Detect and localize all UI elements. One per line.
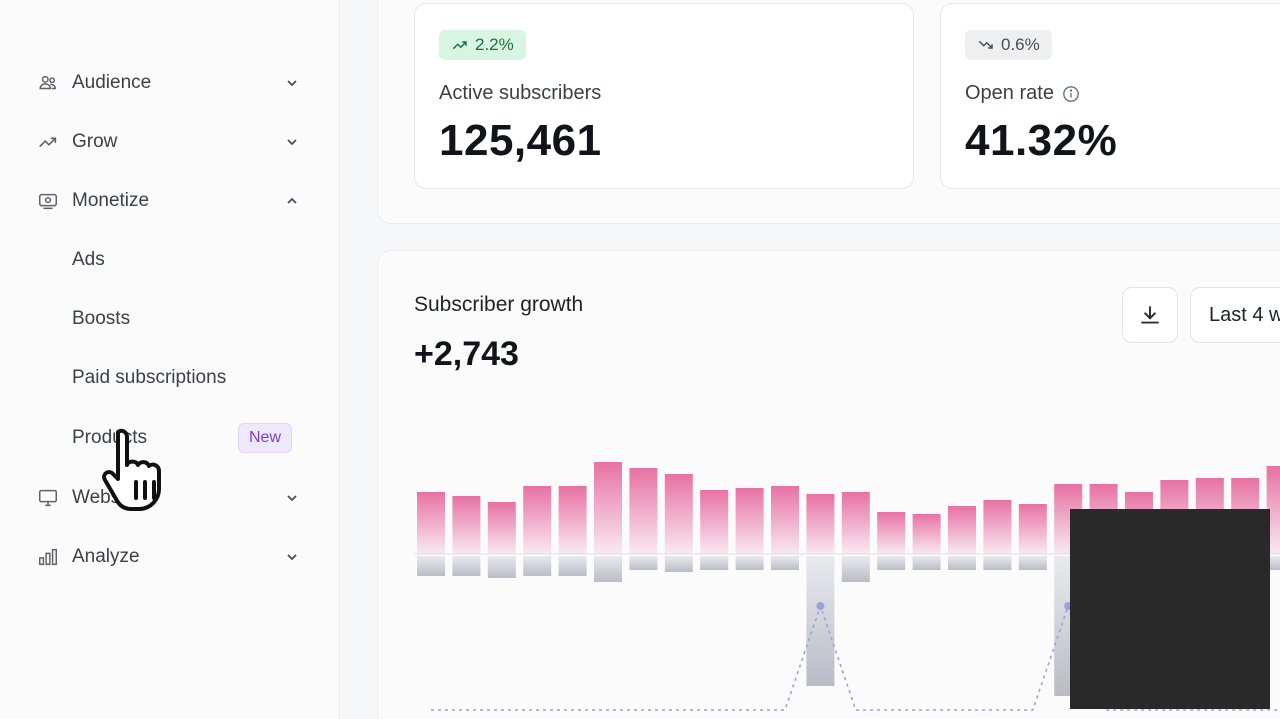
bar-chart-icon	[36, 545, 60, 569]
chart-bar-negative	[523, 556, 552, 576]
sidebar-item-label: Audience	[72, 72, 152, 93]
chevron-down-icon	[284, 549, 300, 565]
chart-bar-positive	[1018, 504, 1047, 554]
download-button[interactable]	[1122, 287, 1178, 343]
monetize-icon	[36, 189, 60, 213]
stat-value: 41.32%	[965, 116, 1118, 165]
download-icon	[1141, 306, 1159, 324]
chart-bar-positive	[983, 500, 1012, 554]
chart-bar-positive	[558, 486, 587, 554]
stats-panel: 2.2% Active subscribers 125,461 0.6% Ope…	[377, 0, 1280, 224]
sidebar-item-audience[interactable]: Audience	[36, 63, 300, 103]
sidebar-item-grow[interactable]: Grow	[36, 122, 300, 162]
chart-bar-negative	[487, 556, 516, 578]
hand-cursor-icon	[102, 428, 161, 511]
chart-bar-negative	[806, 556, 835, 686]
chevron-down-icon	[284, 134, 300, 150]
sidebar-subitem-boosts[interactable]: Boosts	[72, 301, 292, 337]
change-badge: 2.2%	[439, 30, 526, 60]
chart-bar-negative	[417, 556, 445, 576]
chart-bar-positive	[487, 502, 516, 554]
chart-bar-positive	[452, 496, 481, 554]
chart-bar-negative	[664, 556, 693, 572]
chart-bar-negative	[629, 556, 658, 570]
chart-bar-negative	[771, 556, 799, 570]
change-value: 0.6%	[1001, 35, 1040, 54]
chevron-up-icon	[284, 193, 300, 209]
chart-bar-positive	[664, 474, 693, 554]
sidebar-item-monetize[interactable]: Monetize	[36, 181, 300, 221]
chart-bar-positive	[912, 514, 941, 554]
stat-title: Open rate	[965, 82, 1080, 105]
chart-bar-negative	[841, 556, 870, 582]
chart-bar-negative	[735, 556, 764, 570]
chart-bar-positive	[806, 494, 835, 554]
info-icon[interactable]	[1062, 85, 1080, 103]
chart-bar-negative	[594, 556, 622, 582]
video-overlay	[1070, 509, 1270, 709]
sidebar-subitem-ads[interactable]: Ads	[72, 242, 292, 278]
chart-bar-positive	[594, 462, 622, 554]
sidebar-subitem-label: Ads	[72, 249, 105, 270]
chart-bar-positive	[629, 468, 658, 554]
chart-bar-negative	[983, 556, 1012, 570]
chart-bar-positive	[735, 488, 764, 554]
chart-bar-positive	[417, 492, 445, 554]
chart-bar-positive	[700, 490, 729, 554]
chart-bar-negative	[948, 556, 976, 570]
date-range-label: Last 4 weeks	[1209, 303, 1280, 326]
sidebar-subitem-paid-subscriptions[interactable]: Paid subscriptions	[72, 360, 292, 396]
chart-bar-negative	[1018, 556, 1047, 570]
sidebar-item-analyze[interactable]: Analyze	[36, 537, 300, 577]
chart-bar-negative	[877, 556, 906, 570]
sidebar-subitem-label: Boosts	[72, 308, 131, 329]
chart-bar-negative	[452, 556, 481, 576]
trending-up-icon	[36, 130, 60, 154]
sidebar-item-label: Grow	[72, 131, 118, 152]
chart-bar-positive	[877, 512, 906, 554]
chart-bar-positive	[948, 506, 976, 554]
stat-value: 125,461	[439, 116, 602, 165]
trending-up-icon	[452, 41, 467, 50]
stat-title: Active subscribers	[439, 82, 602, 104]
chart-bar-positive	[841, 492, 870, 554]
trending-down-icon	[978, 40, 993, 49]
sidebar: Audience Grow Monetize Ads Boosts Paid s…	[0, 0, 340, 719]
change-badge: 0.6%	[965, 30, 1052, 60]
sidebar-item-label: Analyze	[72, 546, 140, 567]
chart-bar-negative	[558, 556, 587, 576]
sidebar-subitem-label: Paid subscriptions	[72, 367, 227, 388]
stat-card-open-rate[interactable]: 0.6% Open rate 41.32%	[940, 3, 1280, 189]
new-badge: New	[237, 423, 292, 453]
sidebar-subitem-products[interactable]: Products New	[72, 420, 292, 456]
stat-card-active-subscribers[interactable]: 2.2% Active subscribers 125,461	[414, 3, 914, 189]
chart-bar-negative	[700, 556, 729, 570]
sidebar-item-label: Monetize	[72, 190, 150, 211]
change-value: 2.2%	[475, 35, 514, 54]
chart-delta: +2,743	[414, 335, 519, 373]
chart-bar-positive	[771, 486, 799, 554]
users-icon	[36, 71, 60, 95]
chart-trend-line	[431, 603, 1280, 711]
chart-bar-positive	[523, 486, 552, 554]
monitor-icon	[36, 486, 60, 510]
stat-title-text: Open rate	[965, 82, 1054, 104]
chevron-down-icon	[284, 75, 300, 91]
chart-title: Subscriber growth	[414, 293, 584, 316]
chevron-down-icon	[284, 490, 300, 506]
chart-bar-negative	[912, 556, 941, 570]
date-range-select[interactable]: Last 4 weeks	[1190, 287, 1280, 343]
chart-point	[816, 602, 825, 610]
